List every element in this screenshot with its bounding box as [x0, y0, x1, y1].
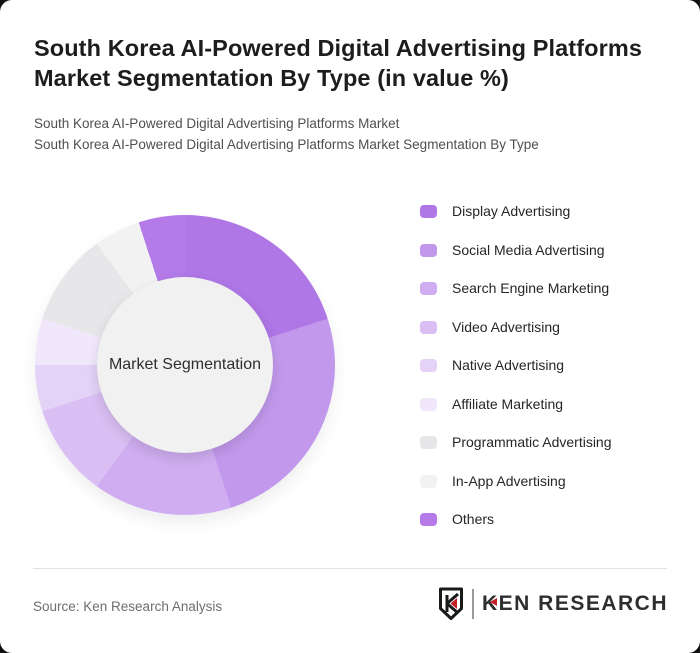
legend-swatch-icon — [420, 243, 437, 257]
donut-chart: Market Segmentation — [35, 215, 335, 515]
legend-label: Affiliate Marketing — [452, 395, 564, 412]
legend-swatch-icon — [420, 320, 437, 334]
legend-item: Programmatic Advertising — [420, 433, 612, 452]
brand-text: K EN RESEARCH — [481, 592, 668, 615]
legend-label: Programmatic Advertising — [452, 434, 612, 450]
legend-swatch-icon — [420, 359, 437, 372]
subtitle-line-2: South Korea AI-Powered Digital Advertisi… — [34, 137, 539, 152]
legend-item: In-App Advertising — [420, 472, 612, 491]
legend-item: Affiliate Marketing — [420, 395, 612, 414]
legend-item: Native Advertising — [420, 356, 612, 375]
source-note: Source: Ken Research Analysis — [33, 599, 223, 614]
logo-divider — [471, 589, 474, 619]
legend-label: Video Advertising — [452, 318, 560, 335]
donut-center-label: Market Segmentation — [108, 356, 262, 373]
legend-label: In-App Advertising — [452, 472, 566, 489]
legend-item: Others — [420, 510, 612, 529]
legend-swatch-icon — [420, 513, 437, 526]
donut-center: Market Segmentation — [97, 277, 273, 453]
legend-label: Display Advertising — [452, 203, 571, 219]
legend-item: Display Advertising — [420, 202, 612, 221]
subtitle-line-1: South Korea AI-Powered Digital Advertisi… — [34, 116, 400, 131]
legend-item: Video Advertising — [420, 318, 612, 337]
legend-item: Search Engine Marketing — [420, 279, 612, 298]
brand-k-arrow-icon — [490, 597, 498, 606]
page-title: South Korea AI-Powered Digital Advertisi… — [34, 35, 643, 91]
footer-divider — [33, 568, 667, 569]
legend-swatch-icon — [420, 282, 437, 295]
legend-swatch-icon — [420, 205, 437, 218]
legend-item: Social Media Advertising — [420, 241, 612, 260]
legend-label: Others — [452, 511, 495, 527]
legend-label: Search Engine Marketing — [452, 280, 610, 296]
legend-swatch-icon — [420, 474, 437, 488]
legend-swatch-icon — [420, 397, 437, 411]
legend-label: Native Advertising — [452, 357, 565, 373]
ken-research-logo: K EN RESEARCH — [437, 585, 668, 623]
legend-swatch-icon — [420, 436, 437, 449]
legend: Display Advertising Social Media Advertis… — [420, 202, 612, 549]
ken-research-shield-icon — [438, 587, 463, 620]
legend-label: Social Media Advertising — [452, 241, 605, 258]
brand-letter-k: K — [481, 592, 499, 615]
